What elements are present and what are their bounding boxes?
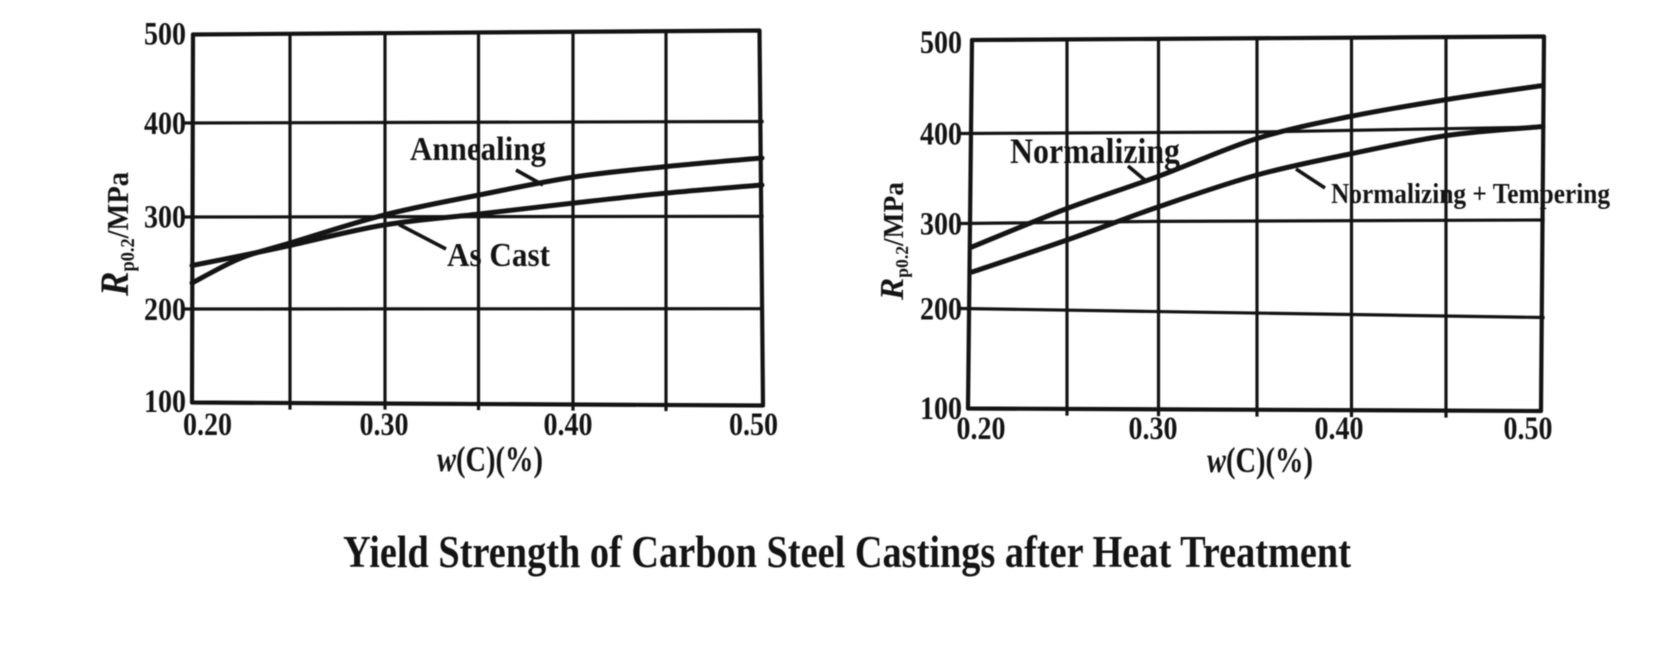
svg-text:Annealing: Annealing	[410, 131, 546, 168]
svg-text:400: 400	[144, 106, 186, 142]
svg-text:0.20: 0.20	[957, 411, 1006, 447]
svg-text:0.40: 0.40	[1315, 411, 1364, 447]
svg-text:0.50: 0.50	[1504, 411, 1553, 447]
svg-text:0.30: 0.30	[1129, 411, 1178, 447]
svg-text:w(C)(%): w(C)(%)	[437, 439, 543, 479]
svg-text:Normalizing + Tempering: Normalizing + Tempering	[1331, 178, 1610, 210]
svg-text:500: 500	[920, 25, 962, 61]
svg-text:300: 300	[144, 200, 186, 236]
svg-text:200: 200	[920, 292, 962, 328]
svg-text:Yield Strength of Carbon Steel: Yield Strength of Carbon Steel Castings …	[343, 527, 1351, 577]
svg-text:400: 400	[920, 117, 962, 153]
svg-text:0.40: 0.40	[544, 407, 593, 443]
svg-text:0.20: 0.20	[183, 407, 232, 443]
svg-text:Normalizing: Normalizing	[1010, 131, 1180, 171]
svg-text:100: 100	[920, 391, 962, 427]
svg-text:0.50: 0.50	[729, 407, 778, 443]
svg-text:Rp0.2/MPa: Rp0.2/MPa	[92, 172, 139, 297]
svg-text:As Cast: As Cast	[447, 237, 551, 274]
svg-text:100: 100	[144, 384, 186, 420]
svg-text:0.30: 0.30	[360, 407, 409, 443]
svg-text:300: 300	[920, 207, 962, 243]
svg-text:w(C)(%): w(C)(%)	[1207, 440, 1313, 480]
svg-text:200: 200	[144, 292, 186, 328]
svg-text:500: 500	[144, 17, 186, 53]
svg-text:Rp0.2/MPa: Rp0.2/MPa	[874, 182, 912, 301]
